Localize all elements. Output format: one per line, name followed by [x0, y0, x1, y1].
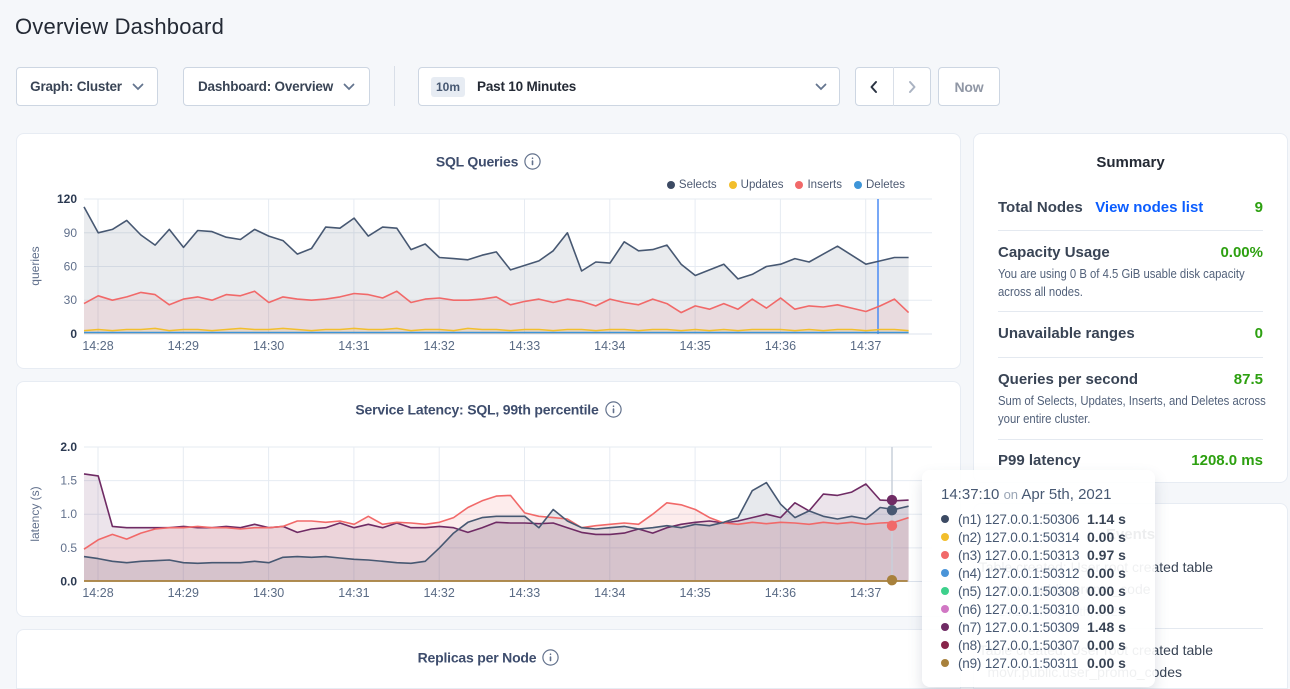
svg-text:14:28: 14:28 — [82, 586, 113, 600]
svg-text:30: 30 — [64, 293, 78, 307]
svg-text:14:37: 14:37 — [850, 339, 881, 353]
svg-text:90: 90 — [64, 226, 78, 240]
svg-text:latency (s): latency (s) — [28, 486, 42, 541]
svg-text:0.5: 0.5 — [60, 541, 77, 555]
svg-text:14:35: 14:35 — [679, 339, 710, 353]
svg-text:14:30: 14:30 — [253, 339, 284, 353]
svg-text:2.0: 2.0 — [60, 440, 77, 454]
svg-text:14:31: 14:31 — [338, 339, 369, 353]
svg-text:14:36: 14:36 — [765, 586, 796, 600]
svg-text:14:34: 14:34 — [594, 586, 625, 600]
svg-text:60: 60 — [64, 260, 78, 274]
svg-text:14:37: 14:37 — [850, 586, 881, 600]
svg-text:1.0: 1.0 — [60, 507, 77, 521]
svg-text:14:28: 14:28 — [82, 339, 113, 353]
svg-text:0: 0 — [70, 327, 77, 341]
svg-text:14:33: 14:33 — [509, 339, 540, 353]
svg-text:14:32: 14:32 — [424, 339, 455, 353]
svg-text:14:29: 14:29 — [168, 339, 199, 353]
svg-text:120: 120 — [57, 192, 77, 206]
svg-text:14:33: 14:33 — [509, 586, 540, 600]
svg-text:queries: queries — [28, 246, 42, 285]
svg-text:14:36: 14:36 — [765, 339, 796, 353]
svg-text:14:31: 14:31 — [338, 586, 369, 600]
svg-text:14:32: 14:32 — [424, 586, 455, 600]
svg-text:14:34: 14:34 — [594, 339, 625, 353]
svg-text:0.0: 0.0 — [60, 575, 77, 589]
svg-text:14:29: 14:29 — [168, 586, 199, 600]
svg-text:14:30: 14:30 — [253, 586, 284, 600]
svg-text:1.5: 1.5 — [60, 474, 77, 488]
svg-text:14:35: 14:35 — [679, 586, 710, 600]
